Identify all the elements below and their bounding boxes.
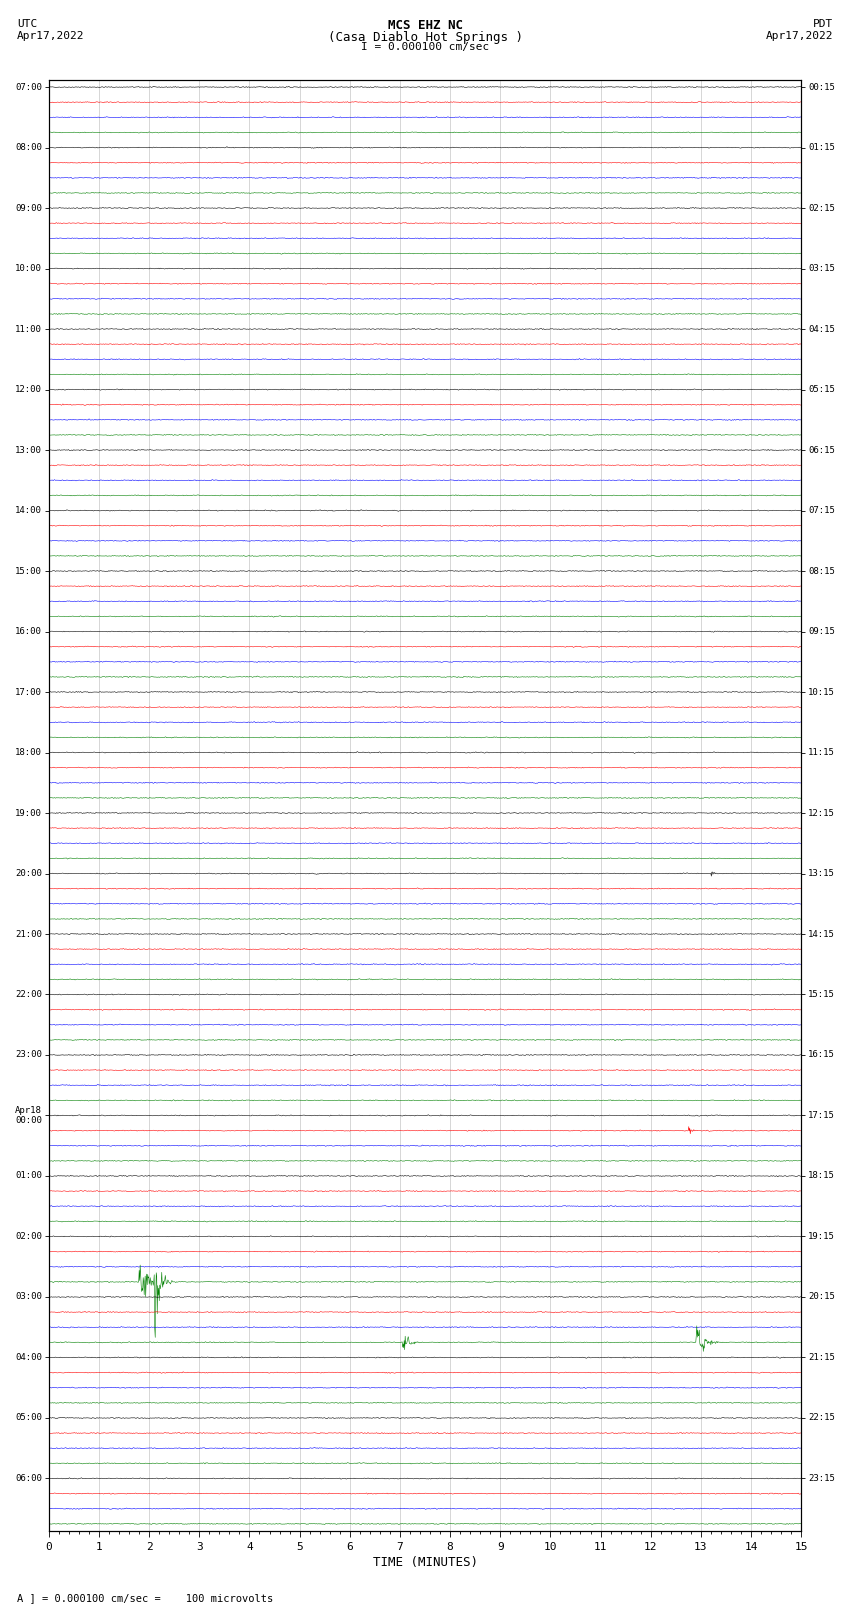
Text: Apr17,2022: Apr17,2022 <box>17 31 84 40</box>
X-axis label: TIME (MINUTES): TIME (MINUTES) <box>372 1557 478 1569</box>
Text: Apr17,2022: Apr17,2022 <box>766 31 833 40</box>
Text: (Casa Diablo Hot Springs ): (Casa Diablo Hot Springs ) <box>327 31 523 44</box>
Text: PDT: PDT <box>813 18 833 29</box>
Text: A ] = 0.000100 cm/sec =    100 microvolts: A ] = 0.000100 cm/sec = 100 microvolts <box>17 1594 273 1603</box>
Text: I = 0.000100 cm/sec: I = 0.000100 cm/sec <box>361 42 489 52</box>
Text: MCS EHZ NC: MCS EHZ NC <box>388 18 462 32</box>
Text: UTC: UTC <box>17 18 37 29</box>
